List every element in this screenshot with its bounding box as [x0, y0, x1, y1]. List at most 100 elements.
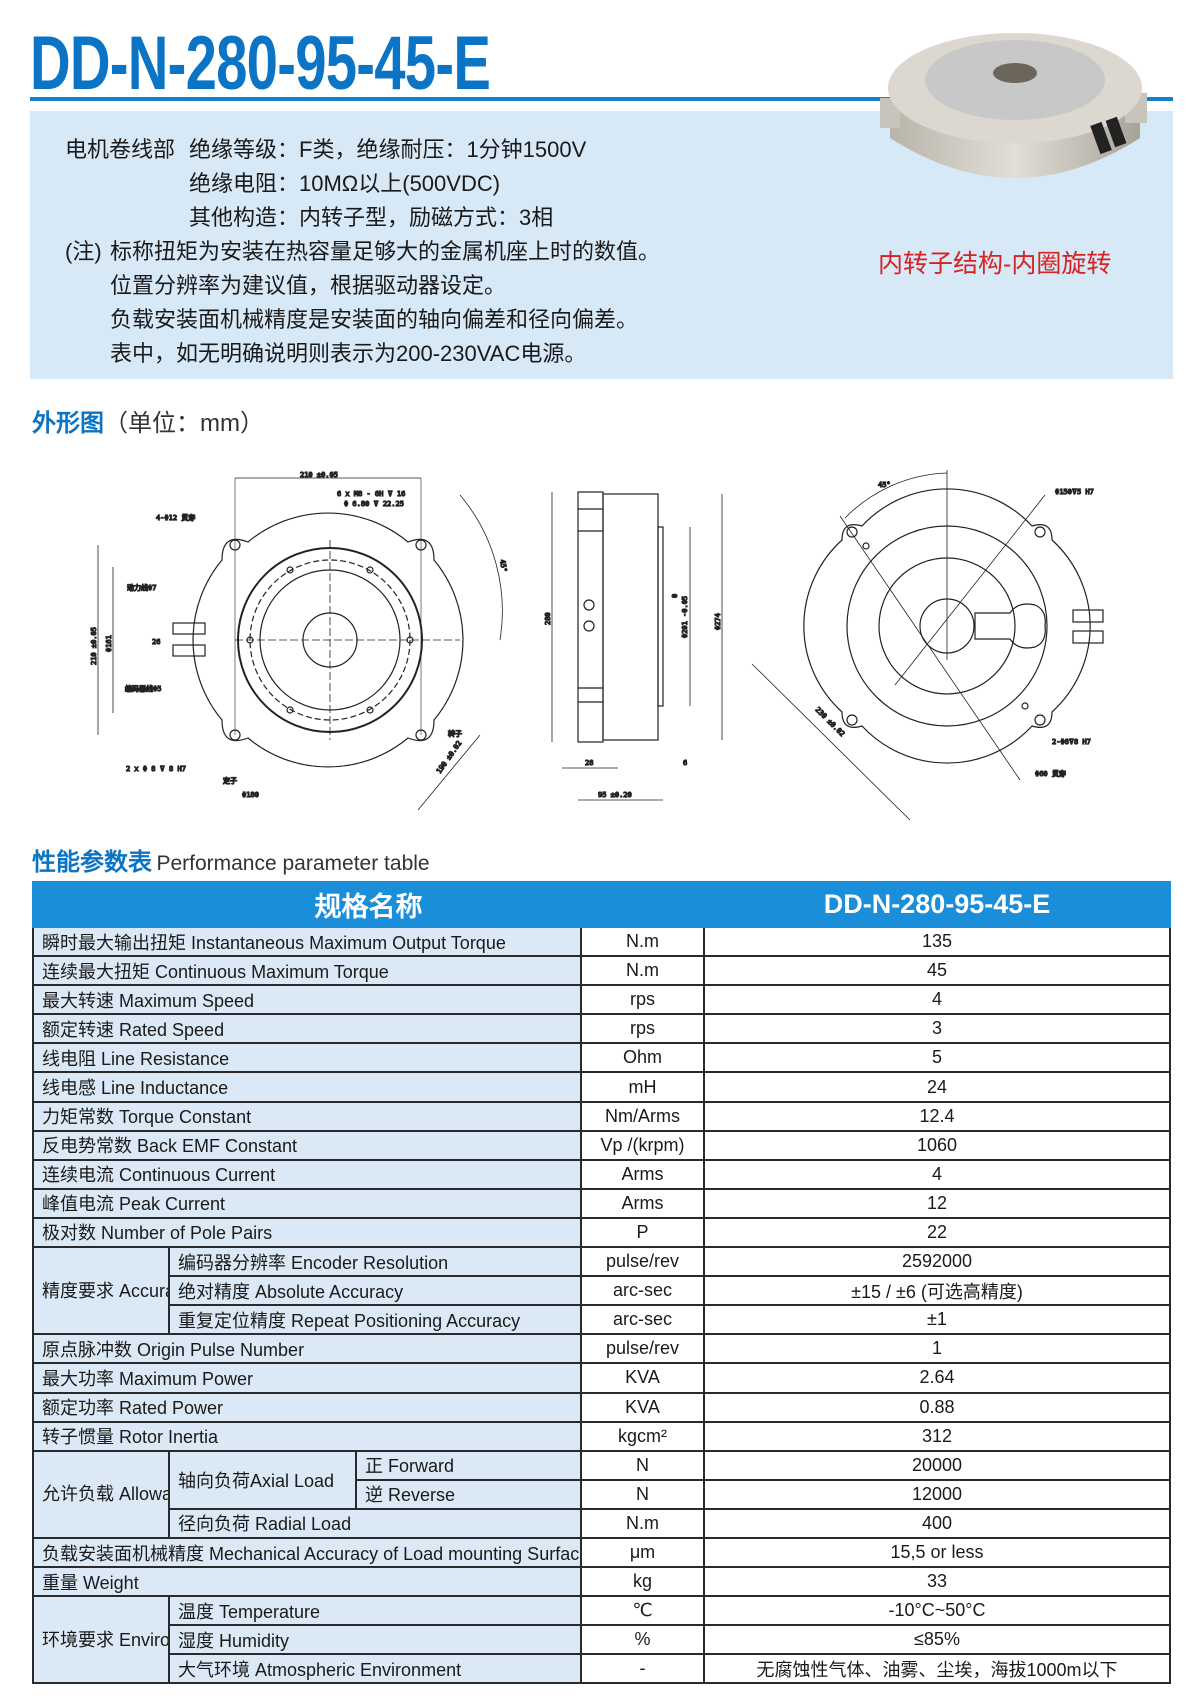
outline-heading: 外形图（单位：mm）	[32, 403, 264, 438]
param-value: 22	[703, 1216, 1171, 1249]
param-value: 312	[703, 1420, 1171, 1452]
param-name: 编码器分辨率 Encoder Resolution	[168, 1246, 582, 1278]
note-3: 负载安装面机械精度是安装面的轴向偏差和径向偏差。	[110, 307, 639, 332]
param-name: 负载安装面机械精度 Mechanical Accuracy of Load mo…	[32, 1536, 582, 1569]
performance-table: 规格名称 DD-N-280-95-45-E 瞬时最大输出扭矩 Instantan…	[32, 881, 1171, 1685]
param-name: 正 Forward	[355, 1449, 582, 1481]
param-value: 3	[703, 1013, 1171, 1045]
param-name: 重量 Weight	[32, 1566, 582, 1598]
param-value: 无腐蚀性气体、油雾、尘埃，海拔1000m以下	[703, 1653, 1171, 1685]
table-row: 湿度 Humidity% ≤85%	[33, 1624, 1171, 1656]
param-name: 重复定位精度 Repeat Positioning Accuracy	[168, 1304, 582, 1336]
param-unit: -	[580, 1653, 705, 1685]
param-name: 额定功率 Rated Power	[32, 1391, 582, 1423]
param-unit: pulse/rev	[580, 1246, 705, 1278]
performance-title-cn: 性能参数表	[32, 849, 152, 876]
table-row: 额定转速 Rated Speed rps 3	[32, 1013, 1171, 1045]
param-unit: N	[580, 1478, 705, 1510]
param-unit: Nm/Arms	[580, 1100, 705, 1132]
front-view: 210 ±0.05 6 x M8 - 6H ⊽ 16 Φ 6.80 ⊽ 22.2…	[89, 470, 509, 811]
param-value: 12000	[703, 1478, 1171, 1510]
dim-height: 210 ±0.05	[90, 627, 98, 665]
table-row: 线电阻 Line Resistance Ohm 5	[32, 1042, 1171, 1074]
param-unit: Ohm	[580, 1042, 705, 1074]
table-row: 环境要求 Environmental Requirements温度 Temper…	[32, 1595, 1171, 1685]
dim-28: 28	[585, 759, 593, 767]
table-row: 径向负荷 Radial Load N.m 400	[33, 1507, 1171, 1539]
param-name: 连续电流 Continuous Current	[32, 1158, 582, 1190]
param-unit: N.m	[580, 1507, 705, 1539]
param-value: 0.88	[703, 1391, 1171, 1423]
param-name: 逆 Reverse	[355, 1478, 582, 1510]
param-value: 15,5 or less	[703, 1536, 1171, 1569]
dim-6: 6	[683, 759, 687, 767]
param-value: 1	[703, 1333, 1171, 1365]
dim-mount-holes: 4-Φ12 贯穿	[156, 513, 195, 522]
table-row: 瞬时最大输出扭矩 Instantaneous Maximum Output To…	[32, 925, 1171, 958]
param-value: ±15 / ±6 (可选高精度)	[703, 1275, 1171, 1307]
header-model: DD-N-280-95-45-E	[703, 881, 1171, 928]
param-value: 12	[703, 1187, 1171, 1219]
param-unit: N.m	[580, 925, 705, 958]
param-unit: arc-sec	[580, 1304, 705, 1336]
param-unit: μm	[580, 1536, 705, 1569]
table-row: 最大转速 Maximum Speed rps 4	[32, 984, 1171, 1016]
table-row: 反电势常数 Back EMF Constant Vp /(krpm) 1060	[32, 1129, 1171, 1161]
table-row: 绝对精度 Absolute Accuracy arc-sec ±15 / ±6 (可…	[33, 1275, 1171, 1307]
param-unit: KVA	[580, 1391, 705, 1423]
param-unit: ℃	[580, 1595, 705, 1627]
param-unit: kg	[580, 1566, 705, 1598]
header-spec-name: 规格名称	[32, 881, 705, 928]
param-unit: P	[580, 1216, 705, 1249]
table-row: 极对数 Number of Pole Pairs P 22	[32, 1216, 1171, 1249]
table-row: 转子惯量 Rotor Inertia kgcm² 312	[32, 1420, 1171, 1452]
param-unit: rps	[580, 1013, 705, 1045]
param-unit: mH	[580, 1071, 705, 1103]
outline-title: 外形图	[32, 410, 104, 437]
table-row: 额定功率 Rated Power KVA 0.88	[32, 1391, 1171, 1423]
dim-161: Φ161	[105, 635, 113, 652]
label-stator: 定子	[223, 776, 237, 785]
note-2: 位置分辨率为建议值，根据驱动器设定。	[110, 273, 507, 298]
param-name: 大气环境 Atmospheric Environment	[168, 1653, 582, 1685]
param-name: 瞬时最大输出扭矩 Instantaneous Maximum Output To…	[32, 925, 582, 958]
table-row: 逆 Reverse N 12000	[33, 1478, 1171, 1510]
param-name: 湿度 Humidity	[168, 1624, 582, 1656]
param-unit: N	[580, 1449, 705, 1481]
param-value: 5	[703, 1042, 1171, 1074]
param-unit: pulse/rev	[580, 1333, 705, 1365]
param-unit: arc-sec	[580, 1275, 705, 1307]
param-value: ≤85%	[703, 1624, 1171, 1656]
param-value: 12.4	[703, 1100, 1171, 1132]
param-value: 45	[703, 955, 1171, 987]
other-construction: 其他构造：内转子型，励磁方式：3相	[189, 205, 554, 230]
param-value: 4	[703, 1158, 1171, 1190]
param-value: 4	[703, 984, 1171, 1016]
dim-274: Φ274	[714, 613, 722, 630]
param-name: 连续最大扭矩 Continuous Maximum Torque	[32, 955, 582, 987]
param-unit: kgcm²	[580, 1420, 705, 1452]
param-value: 2.64	[703, 1362, 1171, 1394]
param-group: 允许负载 Allowable Load	[32, 1449, 170, 1539]
param-subgroup: 轴向负荷Axial Load	[168, 1449, 357, 1510]
table-row: 原点脉冲数 Origin Pulse Number pulse/rev 1	[32, 1333, 1171, 1365]
table-row: 连续电流 Continuous Current Arms 4	[32, 1158, 1171, 1190]
param-unit: KVA	[580, 1362, 705, 1394]
note-label: (注)	[65, 239, 102, 264]
outline-unit: （单位：mm）	[104, 410, 264, 437]
dim-tol-upper: 0	[671, 594, 679, 598]
param-value: 1060	[703, 1129, 1171, 1161]
back-view: 45° Φ150⊽5 H7 2-Φ8⊽8 H7 Φ60 贯穿 230 ±0.02	[751, 470, 1104, 821]
outline-drawings: 210 ±0.05 6 x M8 - 6H ⊽ 16 Φ 6.80 ⊽ 22.2…	[89, 470, 1104, 821]
table-row: 大气环境 Atmospheric Environment - 无腐蚀性气体、油雾、尘…	[33, 1653, 1171, 1685]
param-name: 峰值电流 Peak Current	[32, 1187, 582, 1219]
dim-tap-drill: Φ 6.80 ⊽ 22.25	[344, 500, 404, 508]
winding-label: 电机卷线部	[65, 137, 176, 162]
table-row: 精度要求 Accuracy Requirement编码器分辨率 Encoder …	[32, 1246, 1171, 1336]
title-divider	[30, 97, 1173, 101]
param-value: ±1	[703, 1304, 1171, 1336]
structure-label: 内转子结构-内圈旋转	[878, 250, 1112, 278]
param-value: -10°C~50°C	[703, 1595, 1171, 1627]
param-name: 径向负荷 Radial Load	[168, 1507, 582, 1539]
